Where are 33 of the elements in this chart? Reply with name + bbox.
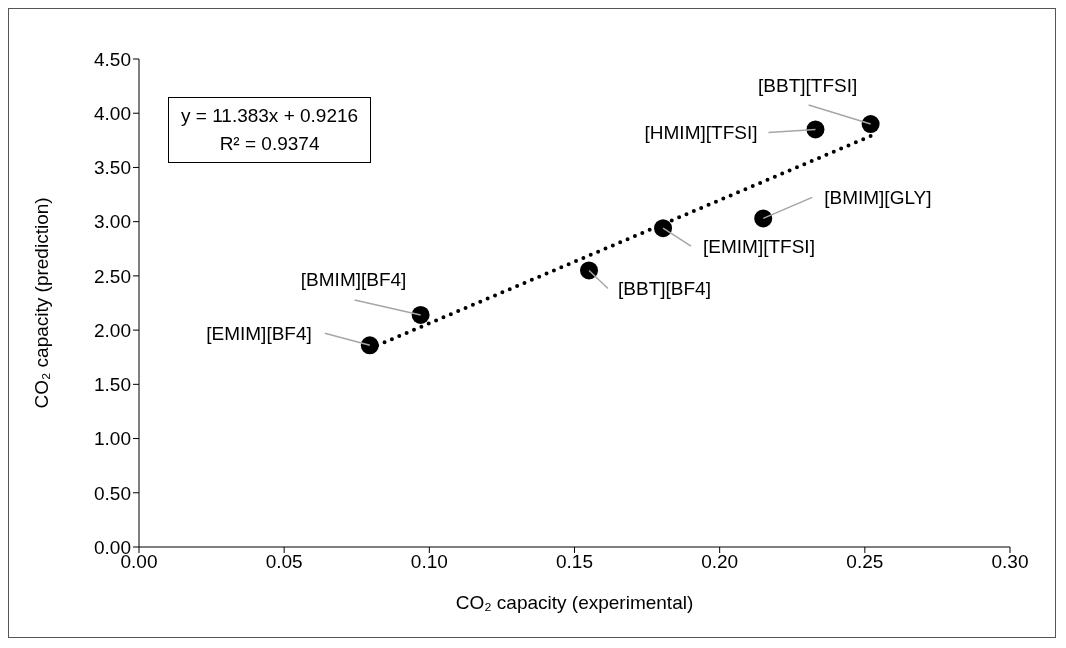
annotation: y = 11.383x + 0.9216: [181, 104, 359, 128]
y-tick-label: 2.00: [94, 319, 131, 341]
point: [360, 336, 379, 355]
annotation: [BBT][BF4]: [618, 278, 711, 300]
x-tick-label: 0.25: [846, 551, 884, 573]
annotation: [BMIM][BF4]: [300, 268, 407, 290]
annotation: [EMIM][TFSI]: [703, 236, 815, 258]
y-axis-title: CO₂ capacity (prediction): [30, 197, 52, 409]
x-axis-title: CO₂ capacity (experimental): [455, 592, 694, 613]
x-tick-label: 0.20: [701, 551, 739, 573]
point: [654, 219, 673, 238]
x-tick-label: 0.30: [991, 551, 1029, 573]
point: [580, 261, 599, 280]
annotation: [HMIM][TFSI]: [644, 121, 758, 143]
point: [861, 115, 880, 134]
x-tick-label: 0.10: [410, 551, 448, 573]
x-tick-label: 0.15: [556, 551, 593, 573]
y-tick-label: 3.00: [94, 211, 131, 233]
y-tick-label: 1.50: [94, 374, 131, 396]
annotation: [BMIM][GLY]: [824, 187, 932, 209]
point: [806, 120, 825, 139]
y-tick-label: 0.50: [94, 482, 131, 504]
point: [411, 305, 430, 324]
y-tick-label: 3.50: [94, 157, 131, 179]
y-tick-label: 1.00: [94, 428, 131, 450]
y-tick-label: 2.50: [94, 265, 131, 287]
point: [754, 209, 773, 228]
x-tick-label: 0.05: [265, 551, 303, 573]
y-tick-label: 4.00: [94, 102, 131, 124]
annotation: [EMIM][BF4]: [206, 323, 312, 345]
annotation: R² = 0.9374: [218, 132, 321, 156]
annotation: [BBT][TFSI]: [758, 75, 858, 97]
y-tick-label: 4.50: [94, 48, 131, 70]
